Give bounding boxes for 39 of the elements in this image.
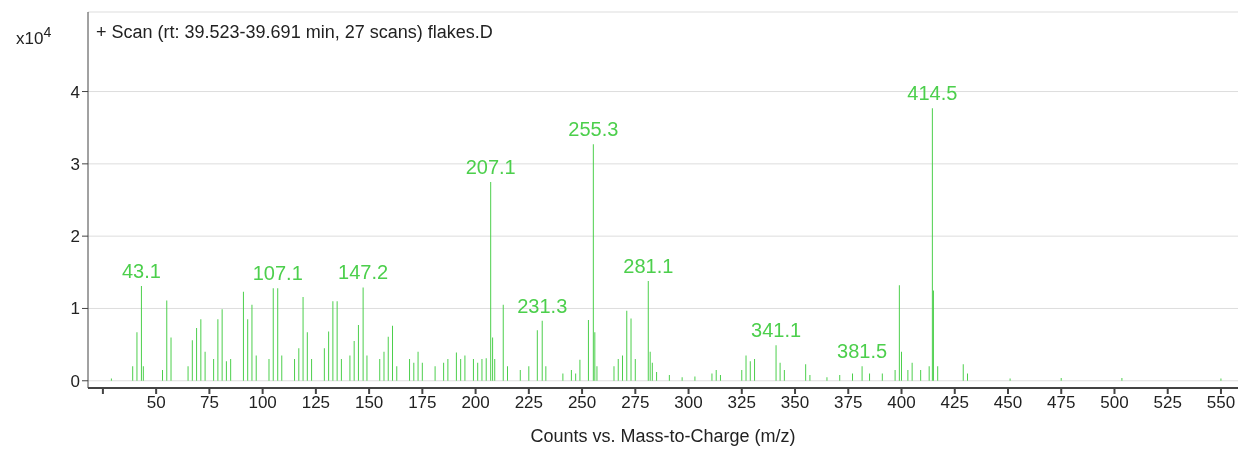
text: + Scan (rt: 39.523-39.691 min, 27 scans) flakes.D: [96, 22, 493, 43]
x-tick-label: 475: [1047, 393, 1076, 413]
x-tick-label: 525: [1153, 393, 1182, 413]
x-tick-label: 225: [514, 393, 544, 413]
x-tick-label: 400: [887, 393, 916, 413]
annotation: 414.5: [907, 82, 958, 105]
y-tick-label: 0: [70, 371, 80, 391]
annotation: 255.3: [568, 118, 619, 141]
x-tick-label: 450: [993, 393, 1023, 413]
annotation: 381.5: [837, 340, 888, 363]
x-tick-label: 175: [408, 393, 437, 413]
x-axis-title: Counts vs. Mass-to-Charge (m/z): [530, 426, 796, 446]
x-tick-label: 275: [621, 393, 650, 413]
annotation: 147.2: [338, 261, 389, 284]
y-tick-label: 2: [70, 227, 80, 247]
x-tick-label: 100: [248, 393, 277, 413]
x-tick-label: 300: [674, 393, 703, 413]
x-tick-label: 550: [1206, 393, 1236, 413]
annotation: 281.1: [623, 254, 674, 277]
y-tick-label: 1: [70, 299, 80, 319]
x-tick-label: 375: [834, 393, 863, 413]
x-tick-label: 350: [780, 393, 810, 413]
annotation: 341.1: [751, 319, 802, 342]
annotation: 231.3: [517, 294, 568, 317]
y-tick-label: 4: [70, 82, 80, 102]
y-tick-label: 3: [70, 154, 80, 174]
annotation: 107.1: [252, 262, 303, 285]
x-tick-label: 150: [354, 393, 384, 413]
x-tick-label: 50: [146, 393, 166, 413]
x-tick-label: 125: [301, 393, 331, 413]
x-tick-label: 500: [1100, 393, 1129, 413]
x-tick-label: 425: [940, 393, 969, 413]
x-tick-label: 200: [461, 393, 490, 413]
annotation: 43.1: [121, 260, 161, 283]
y-axis-title: x10$^{4}$: [16, 24, 52, 49]
x-tick-label: 250: [567, 393, 597, 413]
annotation: 207.1: [465, 155, 516, 178]
x-tick-label: 75: [199, 393, 219, 413]
x-tick-label: 325: [727, 393, 756, 413]
